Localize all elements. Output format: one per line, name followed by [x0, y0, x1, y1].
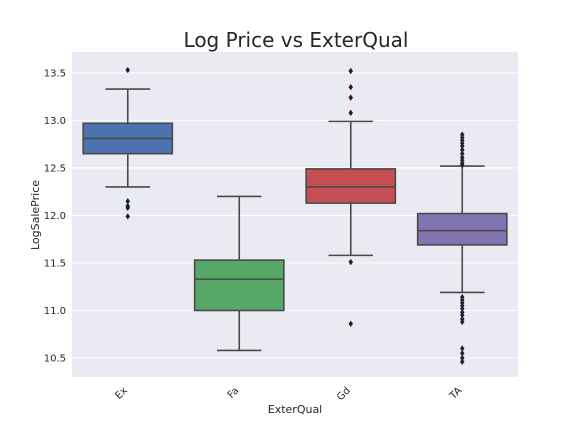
- outlier-point: [348, 258, 353, 266]
- outlier-point: [460, 305, 465, 312]
- outlier-point: [125, 197, 130, 205]
- outlier-point: [348, 109, 353, 117]
- outlier-point: [460, 345, 465, 352]
- x-axis-ticks: Ex Fa Gd TA: [113, 385, 464, 403]
- y-tick-label: 12.0: [44, 211, 66, 222]
- y-tick-label: 13.0: [44, 116, 66, 127]
- outlier-point: [460, 358, 465, 365]
- y-tick-label: 10.5: [44, 353, 66, 364]
- box-group-Ex: [82, 66, 174, 220]
- box-Gd: [305, 168, 397, 204]
- outlier-point: [460, 142, 465, 150]
- box-TA: [416, 212, 508, 246]
- x-tick-label: Ex: [113, 385, 129, 401]
- box-group-TA: [416, 131, 508, 365]
- y-tick-label: 11.0: [44, 306, 66, 317]
- outlier-point: [125, 204, 130, 212]
- outlier-point: [348, 83, 353, 91]
- box-group-Fa: [193, 195, 285, 352]
- box-series: [82, 66, 508, 365]
- y-tick-label: 11.5: [44, 258, 66, 269]
- outlier-point: [460, 318, 465, 326]
- x-axis-label: ExterQual: [268, 403, 323, 416]
- box-group-Gd: [305, 67, 397, 327]
- outlier-point: [125, 66, 130, 74]
- x-tick-label: Fa: [226, 385, 242, 401]
- y-tick-label: 13.5: [44, 68, 66, 79]
- y-axis-ticks: 10.5 11.0 11.5 12.0 12.5 13.0 13.5: [44, 68, 66, 364]
- y-axis-label: LogSalePrice: [29, 180, 42, 250]
- outlier-point: [348, 67, 353, 75]
- x-tick-label: Gd: [335, 385, 353, 403]
- outlier-point: [460, 354, 465, 362]
- box-Fa: [193, 259, 285, 312]
- outlier-point: [125, 213, 130, 220]
- outlier-point: [348, 320, 353, 327]
- outlier-point: [460, 350, 465, 357]
- outlier-point: [348, 94, 353, 101]
- outlier-point: [460, 146, 465, 154]
- grid-lines: [72, 72, 518, 359]
- outlier-point: [460, 150, 465, 157]
- y-tick-label: 12.5: [44, 163, 66, 174]
- chart-title: Log Price vs ExterQual: [184, 28, 409, 52]
- outlier-point: [460, 161, 465, 169]
- outlier-point: [460, 312, 465, 319]
- x-tick-label: TA: [447, 385, 464, 402]
